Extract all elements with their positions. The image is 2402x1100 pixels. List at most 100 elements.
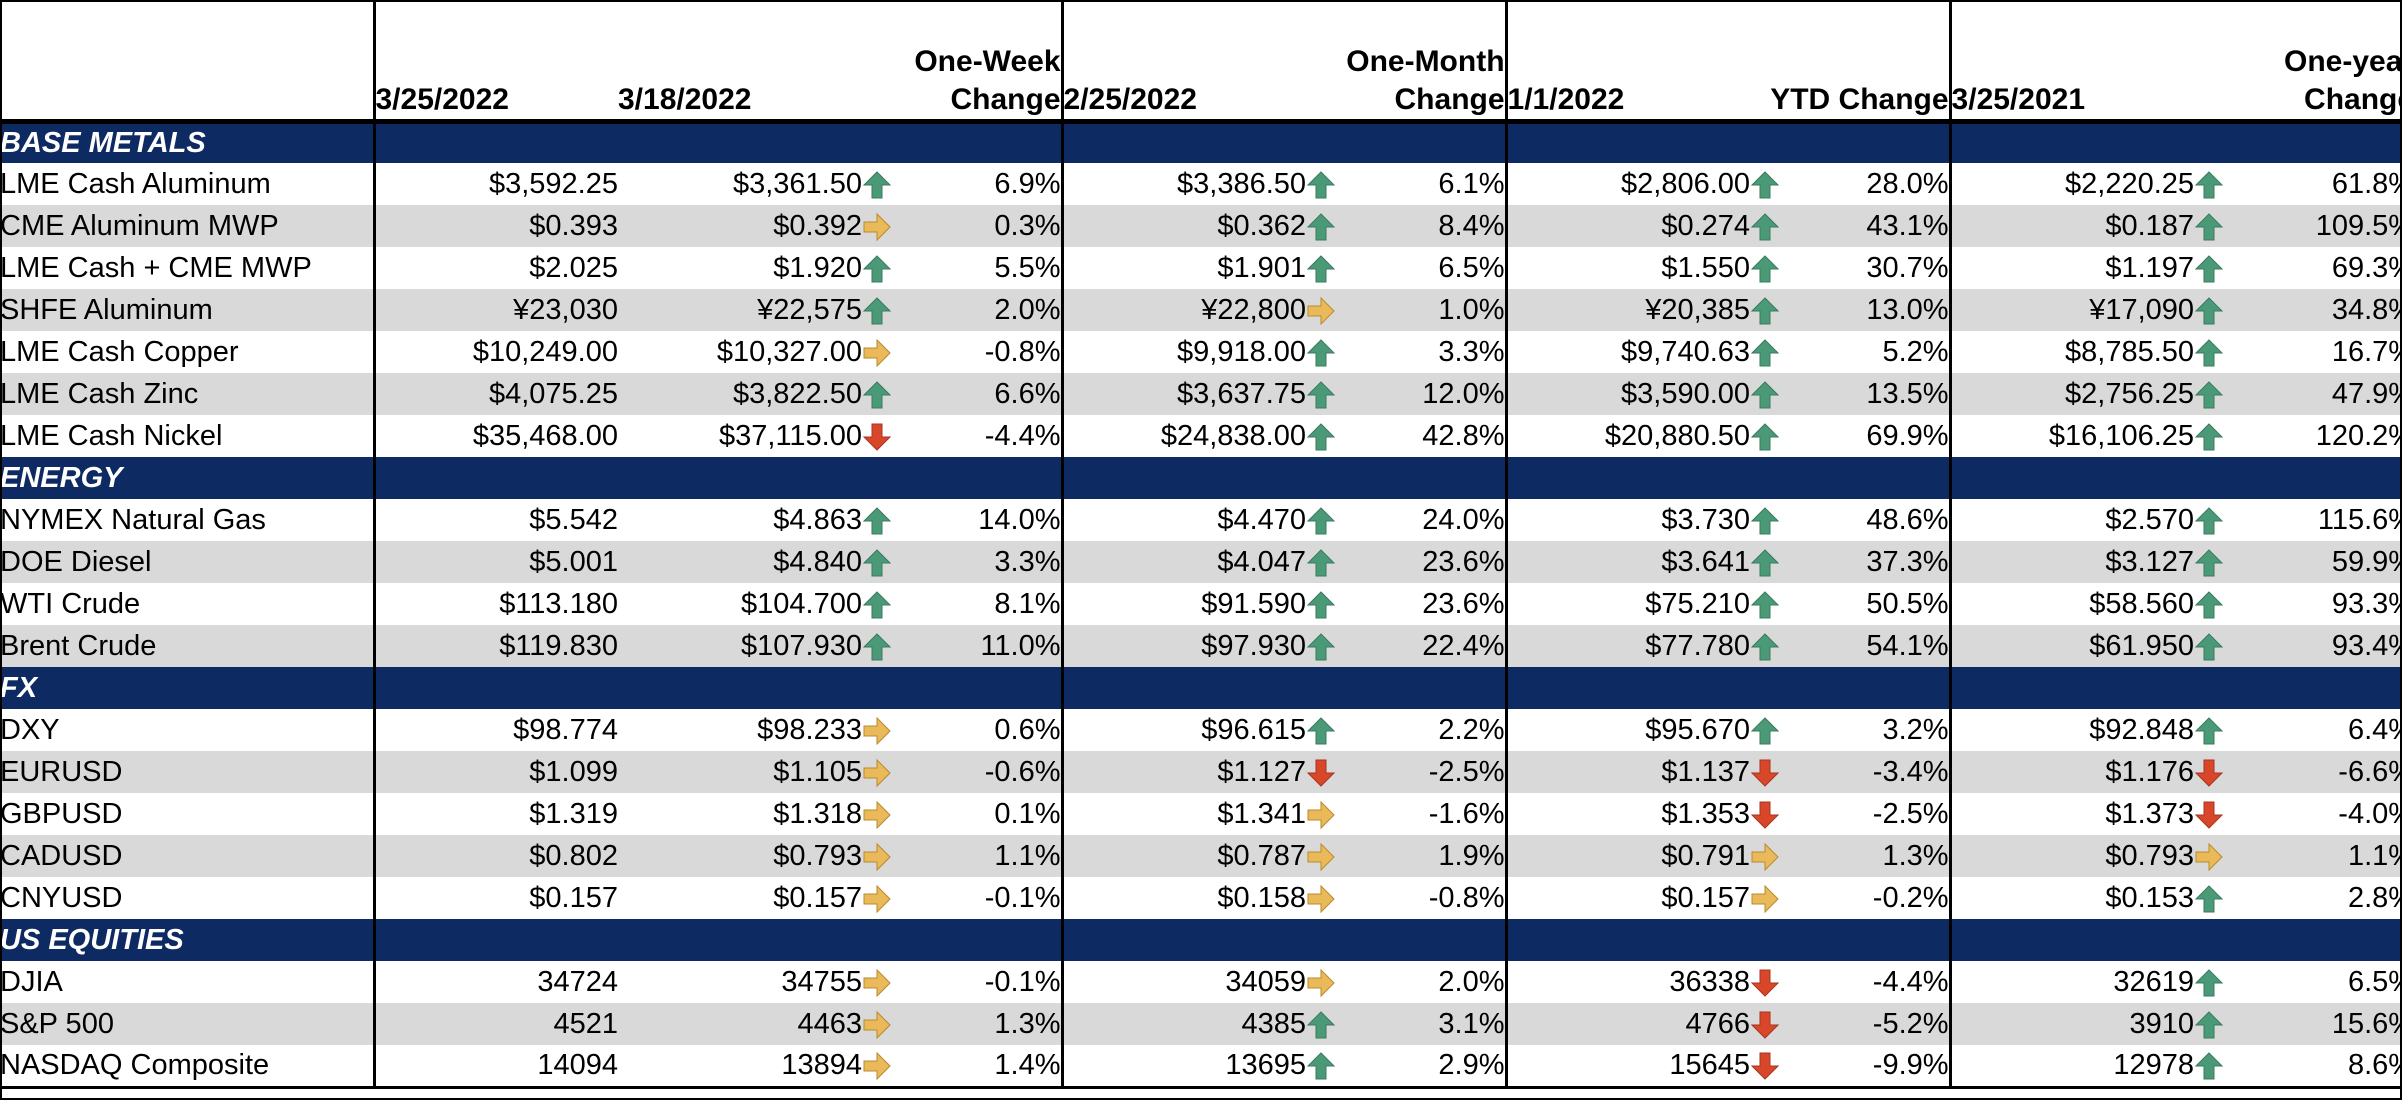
arrow-down-icon [1750, 1010, 1780, 1040]
arrow-up-icon [862, 254, 892, 284]
pct-ytd-change: 50.5% [1866, 587, 1949, 620]
value-year: $61.950 [1948, 625, 2195, 667]
arrow-up-icon [2194, 254, 2224, 284]
value-week: $3,361.50 [732, 167, 862, 200]
section-header-row: ENERGY [0, 457, 2402, 499]
arrow-up-icon [862, 590, 892, 620]
trend-cell [1750, 709, 1790, 751]
value-month: $0.158 [1060, 877, 1307, 919]
arrow-up-icon [1306, 422, 1336, 452]
trend-cell [1750, 877, 1790, 919]
arrow-up-icon [1750, 590, 1780, 620]
pct-week-change: -0.6% [984, 755, 1061, 788]
value-year: 12978 [1948, 1045, 2195, 1089]
arrow-up-icon [2194, 422, 2224, 452]
value-current: $10,249.00 [372, 331, 618, 373]
value-year: $2,756.25 [1948, 373, 2195, 415]
arrow-up-icon [2194, 884, 2224, 914]
arrow-up-icon [2194, 212, 2224, 242]
pct-week-change: 2.0% [994, 293, 1061, 326]
value-week: $37,115.00 [719, 419, 862, 452]
trend-cell [1306, 1003, 1346, 1045]
arrow-up-icon [2194, 170, 2224, 200]
trend-cell [1306, 541, 1346, 583]
row-name: CME Aluminum MWP [0, 209, 279, 242]
arrow-up-icon [1750, 338, 1780, 368]
trend-cell [1750, 751, 1790, 793]
value-week: 34755 [781, 965, 862, 998]
arrow-up-icon [1306, 548, 1336, 578]
pct-month-change: 3.3% [1438, 335, 1505, 368]
row-name: NASDAQ Composite [0, 1045, 374, 1089]
value-ytd: 36338 [1504, 961, 1751, 1003]
trend-cell [1306, 751, 1346, 793]
section-fill [1504, 667, 1951, 709]
trend-cell [1306, 205, 1346, 247]
value-month: $91.590 [1060, 583, 1307, 625]
value-month: $97.930 [1060, 625, 1307, 667]
pct-week-change: 6.6% [994, 377, 1061, 410]
pct-year-change: 93.3% [2331, 587, 2402, 620]
pct-month-change: 23.6% [1422, 587, 1505, 620]
value-month: $0.362 [1060, 205, 1307, 247]
header-date-year: 3/25/2021 [1948, 0, 2195, 124]
value-year: $3.127 [1948, 541, 2195, 583]
section-fill [372, 919, 1063, 961]
trend-cell [2194, 163, 2234, 205]
pct-year-change: 15.6% [2331, 1007, 2402, 1040]
trend-cell [862, 205, 902, 247]
pct-year-change: 2.8% [2347, 881, 2402, 914]
trend-cell [1306, 247, 1346, 289]
trend-cell [862, 541, 902, 583]
row-name: LME Cash Zinc [0, 377, 199, 410]
table-row: GBPUSD $1.319 $1.318 0.1% $1.341 -1.6% $1.353 -… [0, 793, 2402, 835]
trend-cell [1306, 373, 1346, 415]
arrow-up-icon [862, 170, 892, 200]
trend-cell [2194, 709, 2234, 751]
trend-cell [1750, 331, 1790, 373]
section-fill [1060, 919, 1507, 961]
table-row: CNYUSD $0.157 $0.157 -0.1% $0.158 -0.8% $0.157… [0, 877, 2402, 919]
pct-year-change: 61.8% [2331, 167, 2402, 200]
arrow-right-icon [862, 338, 892, 368]
trend-cell [862, 373, 902, 415]
pct-week-change: 1.4% [902, 1045, 1063, 1089]
value-current: $0.393 [372, 205, 618, 247]
arrow-up-icon [1750, 296, 1780, 326]
arrow-right-icon [862, 968, 892, 998]
value-week: $3,822.50 [732, 377, 862, 410]
trend-cell [862, 415, 902, 457]
pct-ytd-change: 37.3% [1866, 545, 1949, 578]
arrow-up-icon [1306, 632, 1336, 662]
arrow-up-icon [2194, 590, 2224, 620]
trend-cell [2194, 247, 2234, 289]
trend-cell [1306, 709, 1346, 751]
arrow-up-icon [1750, 716, 1780, 746]
pct-year-change: 109.5% [2315, 209, 2402, 242]
value-ytd: 4766 [1504, 1003, 1751, 1045]
header-blank [0, 0, 374, 124]
row-name: LME Cash + CME MWP [0, 251, 312, 284]
arrow-up-icon [1750, 254, 1780, 284]
header-week-change-line1: One-Week [914, 44, 1061, 78]
value-ytd: $3,590.00 [1504, 373, 1751, 415]
trend-cell [2194, 751, 2234, 793]
section-fill [1504, 919, 1951, 961]
value-ytd: $9,740.63 [1504, 331, 1751, 373]
header-month-change: One-Month Change [1306, 0, 1507, 124]
trend-cell [2194, 1003, 2234, 1045]
section-fill [372, 457, 1063, 499]
pct-month-change: 12.0% [1422, 377, 1505, 410]
row-name: LME Cash Copper [0, 335, 239, 368]
pct-year-change: 115.6% [2317, 503, 2402, 536]
trend-cell [2194, 205, 2234, 247]
arrow-right-icon [862, 212, 892, 242]
pct-week-change: 3.3% [994, 545, 1061, 578]
section-header-row: BASE METALS [0, 121, 2402, 163]
pct-ytd-change: -5.2% [1872, 1007, 1949, 1040]
trend-cell [2194, 415, 2234, 457]
section-fill [1060, 667, 1507, 709]
trend-cell [1306, 415, 1346, 457]
header-year-change: One-year Change [2194, 0, 2402, 124]
